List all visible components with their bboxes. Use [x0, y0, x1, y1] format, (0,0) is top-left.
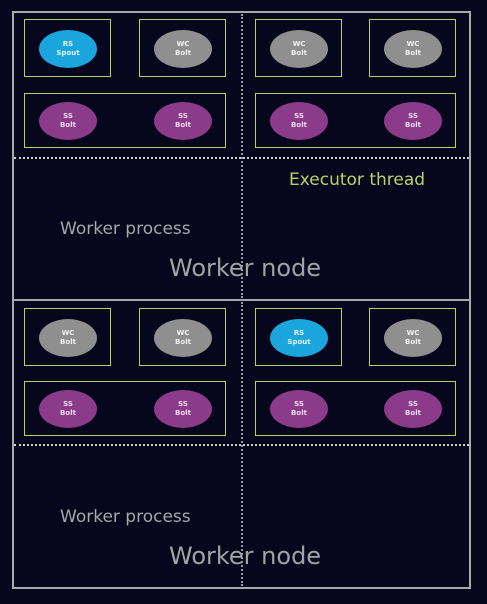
executor-2-5 [24, 381, 226, 436]
task-type: WC [176, 329, 190, 337]
worker-process-bottom-1 [14, 157, 469, 159]
wc-bolt-task: WC Bolt [39, 319, 97, 357]
task-role: Bolt [291, 121, 307, 129]
ss-bolt-task: SS Bolt [384, 390, 442, 428]
task-role: Spout [56, 49, 80, 57]
executor-2-3 [255, 308, 342, 366]
wc-bolt-task: WC Bolt [154, 30, 212, 68]
ss-bolt-task: SS Bolt [154, 102, 212, 140]
task-role: Bolt [175, 338, 191, 346]
wc-bolt-task: WC Bolt [270, 30, 328, 68]
wc-bolt-task: WC Bolt [384, 30, 442, 68]
ss-bolt-task: SS Bolt [270, 390, 328, 428]
task-role: Bolt [175, 121, 191, 129]
executor-2-2 [139, 308, 226, 366]
executor-1-6 [255, 93, 456, 148]
executor-1-2 [139, 19, 226, 77]
task-role: Bolt [405, 338, 421, 346]
rs-spout-task: RS Spout [39, 30, 97, 68]
worker-process-label: Worker process [60, 219, 191, 239]
worker-node-label: Worker node [169, 542, 322, 570]
task-type: RS [62, 40, 74, 48]
worker-process-label: Worker process [60, 507, 191, 527]
task-role: Bolt [405, 409, 421, 417]
task-type: WC [406, 329, 420, 337]
task-role: Bolt [60, 338, 76, 346]
task-type: SS [294, 112, 304, 120]
task-type: SS [178, 400, 188, 408]
task-type: WC [292, 40, 306, 48]
task-role: Bolt [405, 49, 421, 57]
task-role: Bolt [291, 409, 307, 417]
executor-thread-label: Executor thread [289, 170, 426, 190]
rs-spout-task: RS Spout [270, 319, 328, 357]
wc-bolt-task: WC Bolt [384, 319, 442, 357]
executor-1-3 [255, 19, 342, 77]
task-type: SS [63, 400, 73, 408]
task-type: SS [408, 400, 418, 408]
task-role: Bolt [175, 409, 191, 417]
task-type: SS [178, 112, 188, 120]
task-type: WC [406, 40, 420, 48]
task-role: Bolt [291, 49, 307, 57]
ss-bolt-task: SS Bolt [154, 390, 212, 428]
ss-bolt-task: SS Bolt [39, 390, 97, 428]
task-type: SS [408, 112, 418, 120]
worker-process-divider-1 [241, 14, 243, 298]
ss-bolt-task: SS Bolt [39, 102, 97, 140]
executor-1-4 [369, 19, 456, 77]
executor-1-5 [24, 93, 226, 148]
executor-2-4 [369, 308, 456, 366]
task-type: SS [63, 112, 73, 120]
ss-bolt-task: SS Bolt [270, 102, 328, 140]
task-type: RS [293, 329, 305, 337]
worker-process-bottom-2 [14, 444, 469, 446]
task-role: Bolt [175, 49, 191, 57]
wc-bolt-task: WC Bolt [154, 319, 212, 357]
task-type: WC [61, 329, 75, 337]
task-role: Bolt [405, 121, 421, 129]
worker-node-2 [12, 299, 471, 589]
task-type: WC [176, 40, 190, 48]
executor-1-1 [24, 19, 111, 77]
task-role: Bolt [60, 409, 76, 417]
task-type: SS [294, 400, 304, 408]
executor-2-1 [24, 308, 111, 366]
worker-node-label: Worker node [169, 254, 322, 282]
executor-2-6 [255, 381, 456, 436]
ss-bolt-task: SS Bolt [384, 102, 442, 140]
task-role: Spout [287, 338, 311, 346]
task-role: Bolt [60, 121, 76, 129]
